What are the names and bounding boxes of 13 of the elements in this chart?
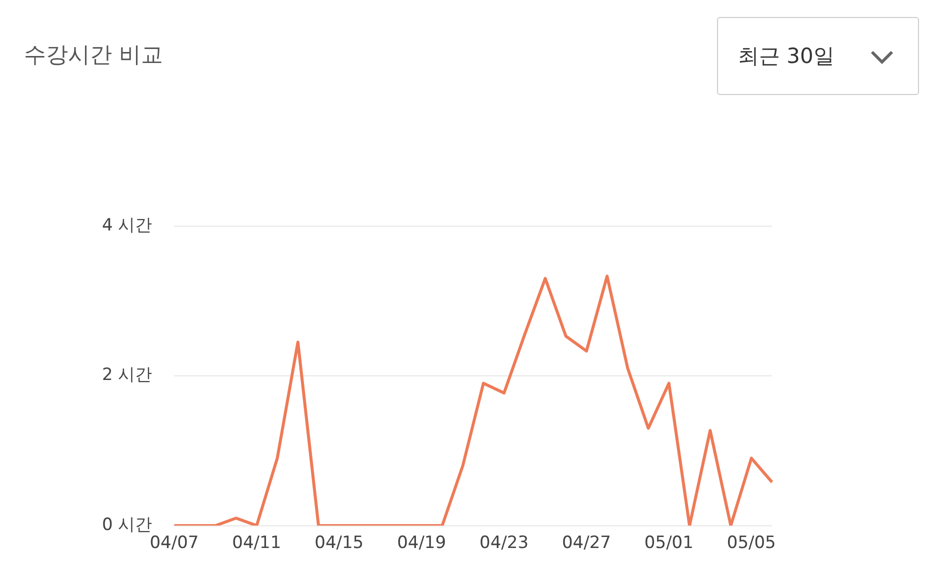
- y-tick-label: 2 시간: [102, 365, 152, 386]
- y-tick-label: 0 시간: [102, 515, 152, 536]
- x-tick-label: 04/27: [562, 533, 611, 554]
- chart-title: 수강시간 비교: [24, 42, 163, 70]
- y-tick-label: 4 시간: [102, 215, 152, 236]
- x-tick-label: 04/19: [397, 533, 446, 554]
- x-tick-label: 05/05: [726, 533, 776, 554]
- dropdown-field: 최근 30일: [717, 17, 919, 95]
- x-tick-label: 04/23: [480, 533, 529, 554]
- x-tick-label: 04/07: [150, 533, 199, 554]
- x-tick-label: 04/15: [314, 533, 364, 554]
- x-tick-label: 05/01: [644, 533, 694, 554]
- x-tick-label: 04/11: [232, 533, 282, 554]
